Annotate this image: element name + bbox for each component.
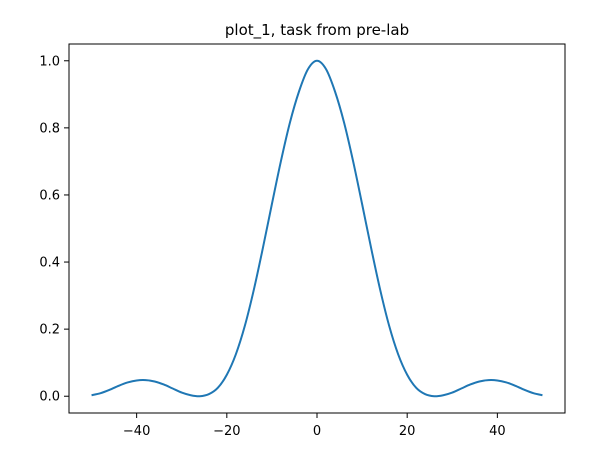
series-line-0 — [91, 59, 543, 398]
x-axis: −40 −20 0 20 40 — [123, 413, 506, 439]
y-axis: 0.0 0.2 0.4 0.6 0.8 1.0 — [39, 54, 69, 405]
y-tick-label: 1.0 — [39, 54, 60, 69]
y-tick-label: 0.0 — [39, 390, 60, 405]
y-tick-label: 0.6 — [39, 188, 60, 203]
y-tick-label: 0.8 — [39, 121, 60, 136]
axes-frame — [68, 43, 566, 414]
x-tick-label: 20 — [399, 424, 416, 439]
chart-title: plot_1, task from pre-lab — [225, 21, 409, 40]
y-tick-label: 0.2 — [39, 323, 60, 338]
x-tick-label: −20 — [213, 424, 240, 439]
y-tick-label: 0.4 — [39, 256, 60, 271]
x-tick-label: 0 — [313, 424, 321, 439]
x-tick-label: 40 — [489, 424, 506, 439]
x-tick-label: −40 — [123, 424, 150, 439]
plot-layer — [91, 59, 543, 398]
